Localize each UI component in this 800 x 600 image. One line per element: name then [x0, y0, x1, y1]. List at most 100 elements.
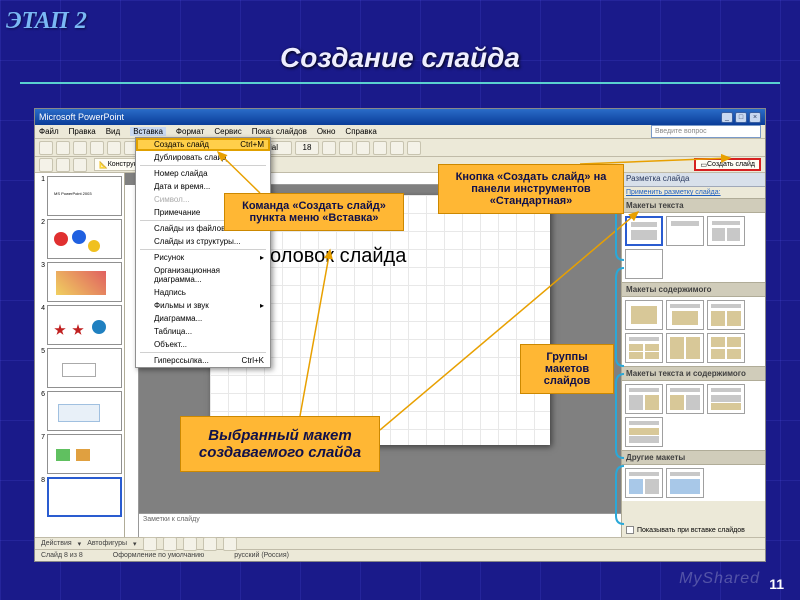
close-button[interactable]: × — [749, 112, 761, 123]
save-icon[interactable] — [73, 141, 87, 155]
layout-option[interactable] — [625, 384, 663, 414]
tool-a-icon[interactable] — [39, 158, 53, 172]
section-content-layouts: Макеты содержимого — [622, 282, 765, 297]
menu-insert[interactable]: Вставка — [130, 127, 166, 136]
page-number: 11 — [769, 576, 784, 592]
align-center-icon[interactable] — [390, 141, 404, 155]
fontsize-select[interactable]: 18 — [295, 141, 319, 155]
thumb-num: 5 — [37, 348, 47, 388]
line-icon[interactable] — [143, 537, 157, 551]
thumb-num: 6 — [37, 391, 47, 431]
slide-thumbnails-panel: 1MS PowerPoint 2003 2 3 4 5 6 7 — [35, 173, 125, 537]
taskpane-apply-label: Применить разметку слайда: — [622, 187, 765, 198]
rect-icon[interactable] — [183, 537, 197, 551]
open-icon[interactable] — [56, 141, 70, 155]
menu-tools[interactable]: Сервис — [214, 127, 241, 136]
underline-icon[interactable] — [356, 141, 370, 155]
slide-thumb-selected[interactable] — [47, 477, 122, 517]
menu-edit[interactable]: Правка — [69, 127, 96, 136]
layout-option[interactable] — [666, 333, 704, 363]
layouts-other — [622, 465, 765, 501]
bold2-icon[interactable] — [322, 141, 336, 155]
menu-item-object[interactable]: Объект... — [136, 338, 270, 351]
slide-thumb[interactable] — [47, 434, 122, 474]
menu-item-chart[interactable]: Диаграмма... — [136, 312, 270, 325]
layout-option[interactable] — [625, 300, 663, 330]
slide-thumb[interactable] — [47, 262, 122, 302]
layout-option[interactable] — [625, 216, 663, 246]
print-icon[interactable] — [90, 141, 104, 155]
menu-help[interactable]: Справка — [345, 127, 376, 136]
layout-option[interactable] — [625, 417, 663, 447]
task-pane: Разметка слайда Применить разметку слайд… — [621, 173, 765, 537]
maximize-button[interactable]: □ — [735, 112, 747, 123]
notes-area[interactable]: Заметки к слайду — [139, 513, 621, 537]
arrow-icon[interactable] — [163, 537, 177, 551]
slide-thumb[interactable] — [47, 348, 122, 388]
align-right-icon[interactable] — [407, 141, 421, 155]
slide-thumb[interactable] — [47, 219, 122, 259]
taskpane-footer: Показывать при вставке слайдов — [622, 523, 765, 537]
taskpane-header: Разметка слайда — [622, 173, 765, 187]
menu-view[interactable]: Вид — [106, 127, 120, 136]
menu-item-table[interactable]: Таблица... — [136, 325, 270, 338]
section-other-layouts: Другие макеты — [622, 450, 765, 465]
layout-option[interactable] — [625, 333, 663, 363]
align-left-icon[interactable] — [373, 141, 387, 155]
italic-icon[interactable] — [339, 141, 353, 155]
thumb-num: 3 — [37, 262, 47, 302]
menu-item-from-outline[interactable]: Слайды из структуры... — [136, 235, 270, 248]
titlebar: Microsoft PowerPoint _ □ × — [35, 109, 765, 125]
layout-option[interactable] — [666, 384, 704, 414]
thumb-num: 2 — [37, 219, 47, 259]
layout-option[interactable] — [707, 333, 745, 363]
callout-layout-groups: Группы макетов слайдов — [520, 344, 614, 394]
layout-option[interactable] — [707, 384, 745, 414]
slide-thumb[interactable] — [47, 305, 122, 345]
menu-window[interactable]: Окно — [317, 127, 336, 136]
menu-file[interactable]: Файл — [39, 127, 59, 136]
menu-item-date-time[interactable]: Дата и время... — [136, 180, 270, 193]
layout-option[interactable] — [625, 249, 663, 279]
menu-item-org-chart[interactable]: Организационная диаграмма... — [136, 264, 270, 286]
menu-slideshow[interactable]: Показ слайдов — [252, 127, 307, 136]
statusbar: Слайд 8 из 8 Оформление по умолчанию рус… — [35, 549, 765, 561]
ask-question-input[interactable]: Введите вопрос — [651, 125, 761, 138]
layout-option[interactable] — [666, 216, 704, 246]
layouts-text-content — [622, 381, 765, 450]
menu-item-slide-number[interactable]: Номер слайда — [136, 167, 270, 180]
menu-item-duplicate[interactable]: Дублировать слайд — [136, 151, 270, 164]
menu-format[interactable]: Формат — [176, 127, 204, 136]
menu-item-hyperlink[interactable]: Гиперссылка...Ctrl+K — [136, 354, 270, 367]
create-slide-button[interactable]: ▭ Создать слайд — [694, 158, 761, 171]
layout-option[interactable] — [707, 300, 745, 330]
slide-thumb[interactable] — [47, 391, 122, 431]
menu-item-picture[interactable]: Рисунок▸ — [136, 251, 270, 264]
drawbar-autoshapes[interactable]: Автофигуры — [87, 540, 127, 547]
powerpoint-window: Microsoft PowerPoint _ □ × Файл Правка В… — [34, 108, 766, 562]
layout-option[interactable] — [666, 300, 704, 330]
drawbar-actions[interactable]: Действия — [41, 540, 72, 547]
thumb-num: 7 — [37, 434, 47, 474]
menu-item-movies[interactable]: Фильмы и звук▸ — [136, 299, 270, 312]
tool-b-icon[interactable] — [56, 158, 70, 172]
layout-option[interactable] — [625, 468, 663, 498]
textbox-icon[interactable] — [223, 537, 237, 551]
slide-thumb[interactable]: MS PowerPoint 2003 — [47, 176, 122, 216]
thumb-num: 4 — [37, 305, 47, 345]
tool-c-icon[interactable] — [73, 158, 87, 172]
section-text-layouts: Макеты текста — [622, 198, 765, 213]
cut-icon[interactable] — [107, 141, 121, 155]
new-icon[interactable] — [39, 141, 53, 155]
menu-item-textbox[interactable]: Надпись — [136, 286, 270, 299]
show-on-insert-label: Показывать при вставке слайдов — [637, 527, 745, 534]
oval-icon[interactable] — [203, 537, 217, 551]
page-title: Создание слайда — [0, 42, 800, 74]
minimize-button[interactable]: _ — [721, 112, 733, 123]
status-design: Оформление по умолчанию — [113, 552, 205, 559]
layout-option[interactable] — [707, 216, 745, 246]
layout-option[interactable] — [666, 468, 704, 498]
title-rule — [20, 82, 780, 84]
layouts-text — [622, 213, 765, 282]
menu-item-create-slide[interactable]: Создать слайдCtrl+M — [136, 138, 270, 151]
